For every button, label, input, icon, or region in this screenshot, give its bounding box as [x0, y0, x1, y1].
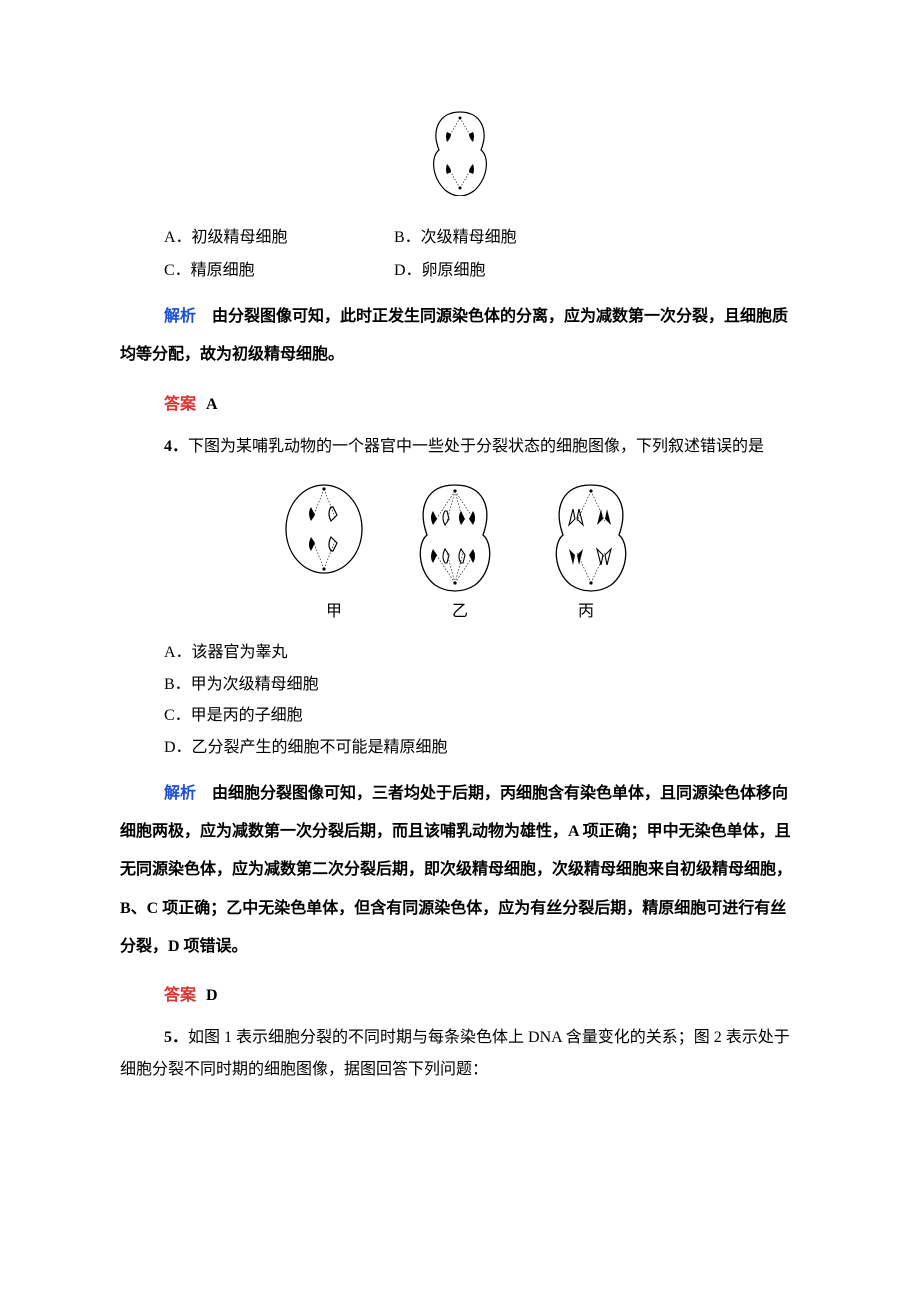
option-text: D．卵原细胞 [394, 262, 486, 279]
option-text: B．次级精母细胞 [394, 229, 517, 246]
q4-figure-labels: 甲 乙 丙 [120, 599, 800, 625]
q4-option-a: A．该器官为睾丸 [164, 640, 800, 666]
question-number: 5 [164, 1029, 172, 1046]
option-text: B．甲为次级精母细胞 [164, 676, 319, 693]
stem-text: 如图 1 表示细胞分裂的不同时期与每条染色体上 DNA 含量变化的关系；图 2 … [120, 1029, 790, 1078]
cell-diagram-icon [425, 110, 495, 196]
q3-options-row1: A．初级精母细胞 B．次级精母细胞 [164, 225, 800, 251]
figure-label-jia: 甲 [326, 599, 342, 625]
q4-option-b: B．甲为次级精母细胞 [164, 672, 800, 698]
q4-stem: 4．下图为某哺乳动物的一个器官中一些处于分裂状态的细胞图像，下列叙述错误的是 [120, 431, 800, 463]
stem-text: 下图为某哺乳动物的一个器官中一些处于分裂状态的细胞图像，下列叙述错误的是 [188, 438, 764, 455]
option-text: D．乙分裂产生的细胞不可能是精原细胞 [164, 739, 448, 756]
q3-option-c: C．精原细胞 [164, 258, 394, 284]
answer-label: 答案 [164, 987, 196, 1004]
q3-figure [120, 110, 800, 205]
q3-options-row2: C．精原细胞 D．卵原细胞 [164, 258, 800, 284]
analysis-label: 解析 [164, 785, 196, 802]
cell-bing-icon [543, 481, 639, 593]
q4-analysis: 解析 由细胞分裂图像可知，三者均处于后期，丙细胞含有染色单体，且同源染色体移向细… [120, 775, 800, 967]
q3-option-b: B．次级精母细胞 [394, 225, 517, 251]
analysis-text: 由细胞分裂图像可知，三者均处于后期，丙细胞含有染色单体，且同源染色体移向细胞两极… [120, 785, 792, 956]
question-number: 4 [164, 438, 172, 455]
q3-analysis: 解析 由分裂图像可知，此时正发生同源染色体的分离，应为减数第一次分裂，且细胞质均… [120, 298, 800, 375]
cell-jia-icon [281, 481, 367, 577]
cell-yi-icon [407, 481, 503, 593]
analysis-text: 由分裂图像可知，此时正发生同源染色体的分离，应为减数第一次分裂，且细胞质均等分配… [120, 308, 788, 363]
option-text: C．甲是丙的子细胞 [164, 707, 303, 724]
q4-figures [120, 481, 800, 593]
question-dot: ． [172, 438, 188, 455]
q4-option-d: D．乙分裂产生的细胞不可能是精原细胞 [164, 735, 800, 761]
answer-letter: D [206, 987, 218, 1004]
answer-label: 答案 [164, 396, 196, 413]
q5-stem: 5．如图 1 表示细胞分裂的不同时期与每条染色体上 DNA 含量变化的关系；图 … [120, 1022, 800, 1086]
q3-option-a: A．初级精母细胞 [164, 225, 394, 251]
q4-option-c: C．甲是丙的子细胞 [164, 703, 800, 729]
option-text: A．该器官为睾丸 [164, 644, 288, 661]
question-dot: ． [172, 1029, 188, 1046]
q4-answer: 答案 D [120, 980, 800, 1012]
analysis-label: 解析 [164, 308, 196, 325]
answer-letter: A [206, 396, 218, 413]
figure-label-bing: 丙 [578, 599, 594, 625]
q3-option-d: D．卵原细胞 [394, 258, 486, 284]
option-text: A．初级精母细胞 [164, 229, 288, 246]
option-text: C．精原细胞 [164, 262, 255, 279]
q3-answer: 答案 A [120, 389, 800, 421]
figure-label-yi: 乙 [452, 599, 468, 625]
